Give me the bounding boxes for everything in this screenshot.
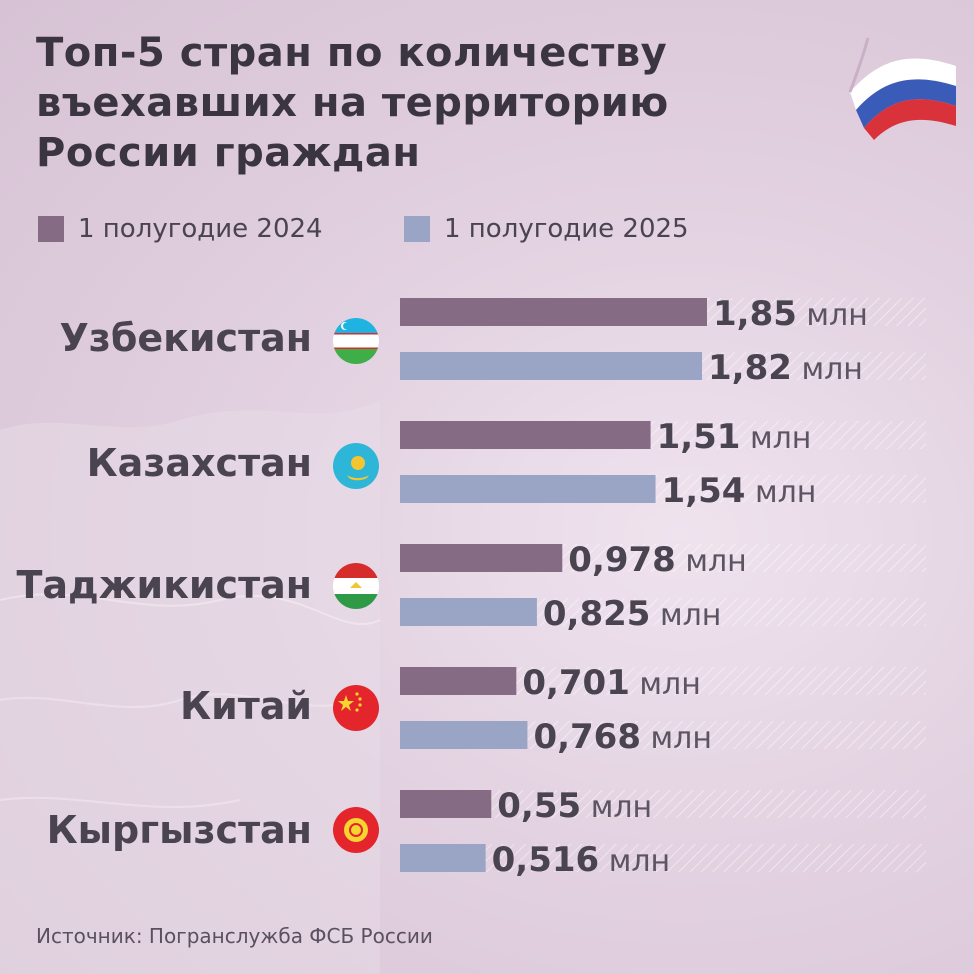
bar-kazakhstan-2025	[400, 475, 656, 503]
title-line: России граждан	[36, 130, 421, 176]
bar-uzbekistan-2025	[400, 352, 703, 380]
value-label-uzbekistan-2025: 1,82 млн	[708, 348, 863, 388]
value-label-kazakhstan-2024: 1,51 млн	[657, 417, 812, 457]
category-label-tajikistan: Таджикистан	[16, 563, 312, 607]
value-label-tajikistan-2024: 0,978 млн	[568, 540, 747, 580]
legend-swatch-2024	[38, 216, 64, 242]
value-label-kyrgyzstan-2025: 0,516 млн	[492, 840, 671, 880]
category-label-uzbekistan: Узбекистан	[59, 316, 312, 360]
bar-tajikistan-2025	[400, 598, 537, 626]
value-label-tajikistan-2025: 0,825 млн	[543, 594, 722, 634]
bar-kyrgyzstan-2025	[400, 844, 486, 872]
bar-china-2025	[400, 721, 528, 749]
title-line: въехавших на территорию	[36, 80, 669, 126]
bar-uzbekistan-2024	[400, 298, 707, 326]
tajikistan-flag-icon	[333, 563, 379, 609]
china-flag-icon	[333, 685, 379, 731]
legend-label-2025: 1 полугодие 2025	[444, 214, 689, 244]
bar-kazakhstan-2024	[400, 421, 651, 449]
value-label-uzbekistan-2024: 1,85 млн	[713, 294, 868, 334]
legend-item-2024: 1 полугодие 2024	[38, 214, 323, 244]
bar-track	[400, 844, 926, 872]
legend-label-2024: 1 полугодие 2024	[78, 214, 323, 244]
bar-kyrgyzstan-2024	[400, 790, 492, 818]
legend-item-2025: 1 полугодие 2025	[404, 214, 689, 244]
value-label-china-2025: 0,768 млн	[533, 717, 712, 757]
source-note: Источник: Погранслужба ФСБ России	[36, 924, 433, 948]
legend-swatch-2025	[404, 216, 430, 242]
value-label-kazakhstan-2025: 1,54 млн	[662, 471, 817, 511]
title-line: Топ-5 стран по количеству	[36, 30, 668, 76]
value-label-china-2024: 0,701 млн	[522, 663, 701, 703]
bar-china-2024	[400, 667, 517, 695]
category-label-kazakhstan: Казахстан	[86, 441, 312, 485]
bar-tajikistan-2024	[400, 544, 563, 572]
uzbekistan-flag-icon	[333, 318, 379, 364]
kazakhstan-flag-icon	[333, 443, 379, 489]
kyrgyzstan-flag-icon	[333, 807, 379, 853]
category-label-kyrgyzstan: Кыргызстан	[46, 808, 312, 852]
russian-flag-ribbon-icon	[848, 37, 956, 140]
page-title: Топ-5 стран по количеству въехавших на т…	[36, 28, 796, 178]
value-label-kyrgyzstan-2024: 0,55 млн	[497, 786, 652, 826]
category-label-china: Китай	[180, 684, 312, 728]
